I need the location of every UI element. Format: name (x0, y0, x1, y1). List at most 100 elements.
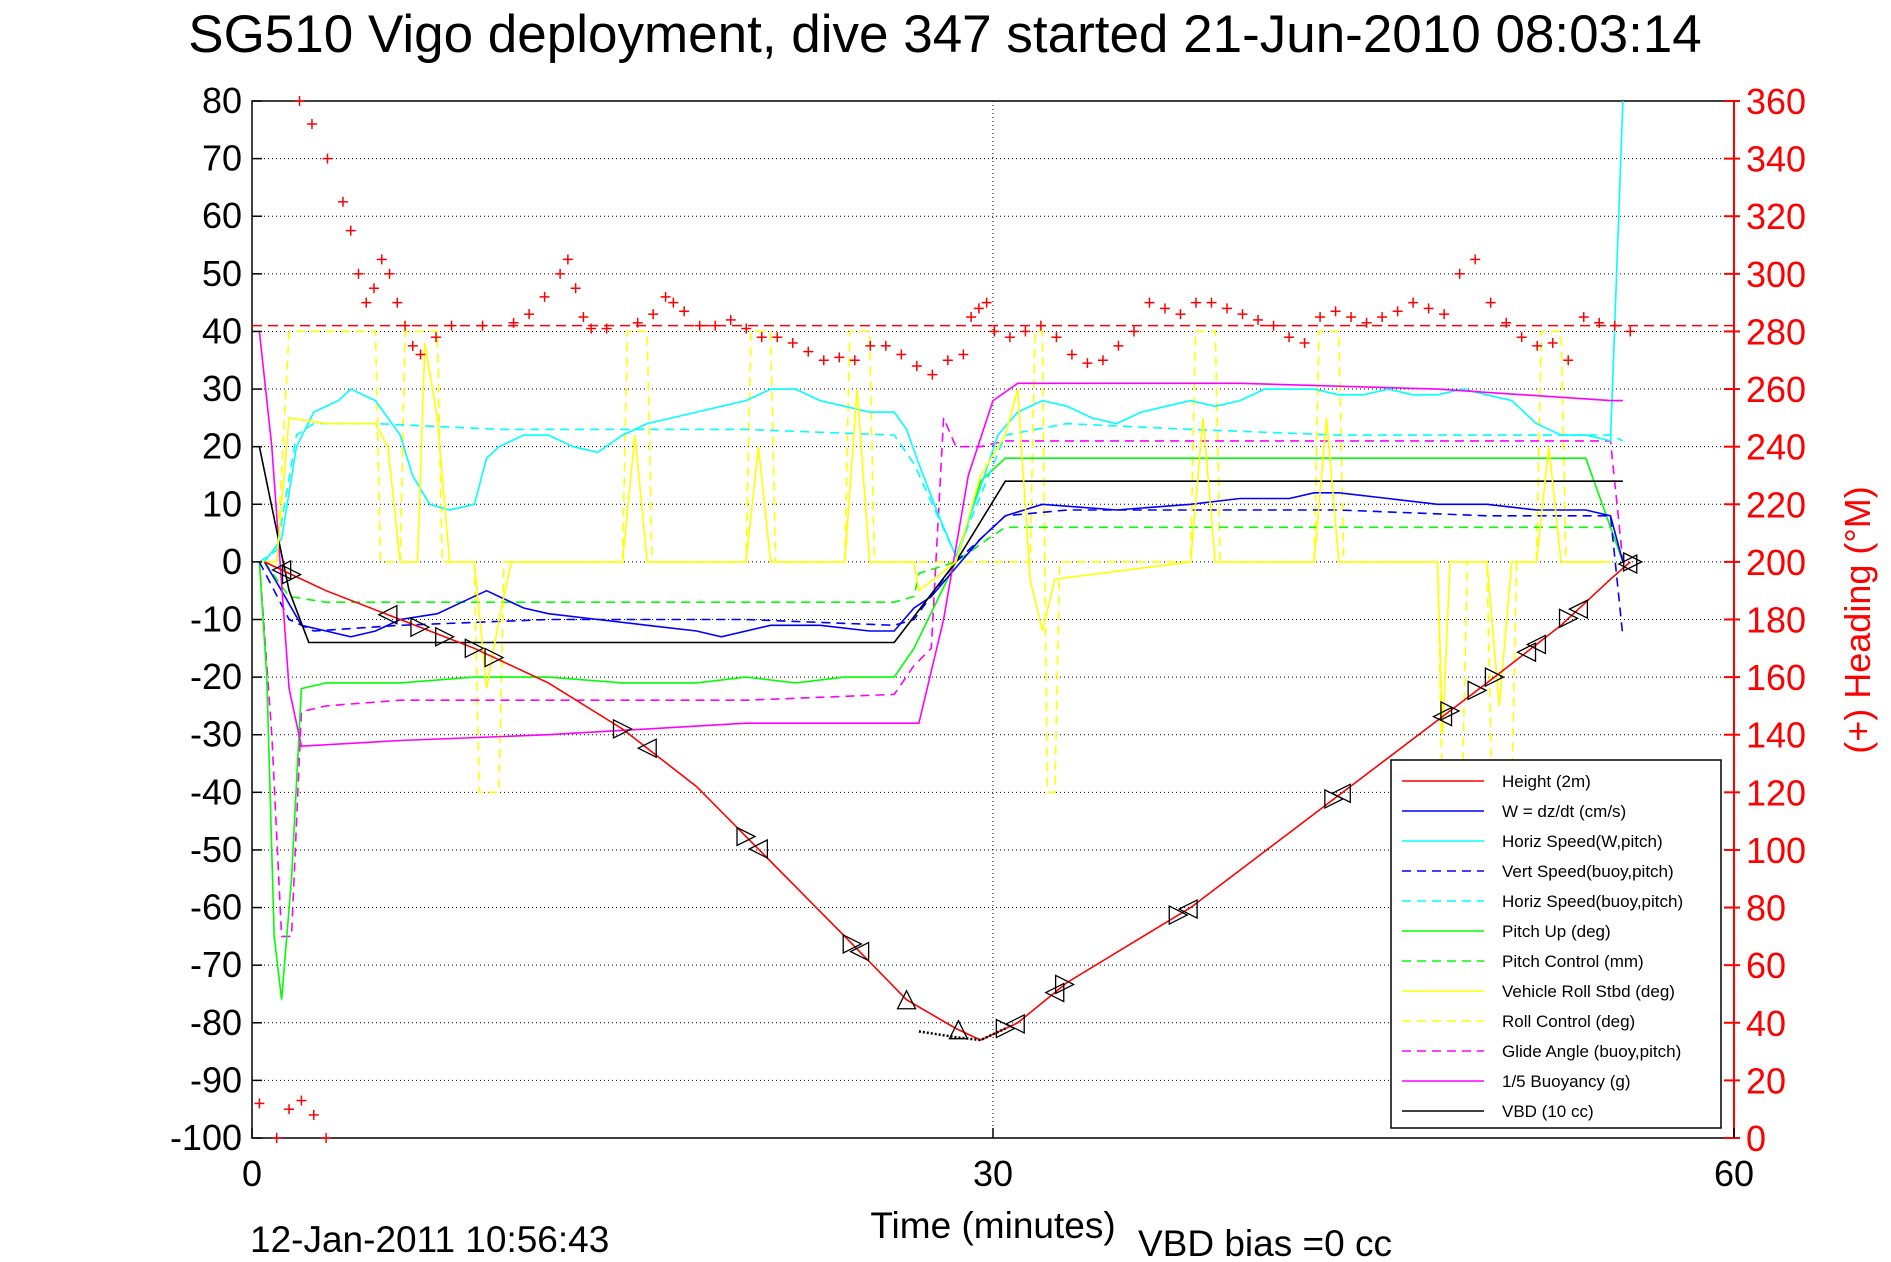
heading-marker (345, 225, 356, 236)
y2-tick-label: 260 (1746, 369, 1806, 410)
gc-marker (1558, 608, 1579, 629)
heading-marker (660, 291, 671, 302)
heading-marker (1454, 268, 1465, 279)
heading-marker (849, 355, 860, 366)
heading-marker (508, 317, 519, 328)
y2-tick-label: 140 (1746, 715, 1806, 756)
heading-marker (1190, 297, 1201, 308)
gc-marker (1623, 551, 1644, 572)
y-tick-label: 70 (202, 138, 242, 179)
x-tick-label: 30 (973, 1153, 1013, 1194)
heading-marker (1609, 320, 1620, 331)
legend-label-2: Horiz Speed(W,pitch) (1502, 832, 1663, 851)
series-line-5 (258, 457, 1624, 1000)
heading-marker (1563, 355, 1574, 366)
heading-marker (989, 326, 1000, 337)
heading-marker (1361, 317, 1372, 328)
heading-marker (254, 1098, 265, 1109)
heading-marker (632, 317, 643, 328)
series-line-6 (263, 526, 1611, 604)
legend-label-4: Horiz Speed(buoy,pitch) (1502, 892, 1683, 911)
x-tick-label: 60 (1714, 1153, 1754, 1194)
legend-box (1390, 759, 1722, 1129)
heading-marker (1206, 297, 1217, 308)
heading-marker (741, 323, 752, 334)
heading-marker (1315, 312, 1326, 323)
gc-marker (281, 564, 302, 585)
y2-tick-label: 340 (1746, 139, 1806, 180)
x-axis-label: Time (minutes) (870, 1205, 1115, 1246)
heading-marker (1175, 309, 1186, 320)
heading-marker (818, 355, 829, 366)
heading-marker (880, 340, 891, 351)
y-tick-label: 60 (202, 195, 242, 236)
heading-marker (1097, 355, 1108, 366)
marker-layer (271, 551, 1644, 1042)
heading-marker (772, 332, 783, 343)
heading-marker (1485, 297, 1496, 308)
y-tick-label: -80 (190, 1002, 242, 1043)
heading-marker (322, 153, 333, 164)
legend-label-11: VBD (10 cc) (1502, 1102, 1594, 1121)
heading-marker (477, 320, 488, 331)
heading-marker (942, 355, 953, 366)
heading-marker (981, 297, 992, 308)
y2-tick-label: 20 (1746, 1060, 1786, 1101)
y-tick-label: -50 (190, 829, 242, 870)
gc-marker (1330, 783, 1351, 804)
gc-marker (1177, 899, 1198, 920)
heading-marker (578, 312, 589, 323)
y2-tick-label: 360 (1746, 81, 1806, 122)
x-tick-label: 0 (242, 1153, 262, 1194)
gc-marker (1516, 642, 1537, 663)
heading-marker (296, 1095, 307, 1106)
y2-tick-label: 0 (1746, 1118, 1766, 1159)
right-axis-label: (+) Heading (°M) (1837, 486, 1878, 753)
heading-marker (1020, 326, 1031, 337)
y2-tick-label: 180 (1746, 600, 1806, 641)
gc-marker (747, 838, 768, 860)
heading-marker (1222, 303, 1233, 314)
y2-tick-label: 220 (1746, 484, 1806, 525)
heading-marker (725, 314, 736, 325)
heading-marker (361, 297, 372, 308)
heading-marker (710, 320, 721, 331)
heading-marker (407, 340, 418, 351)
heading-marker (1159, 303, 1170, 314)
gc-marker (1044, 982, 1065, 1003)
heading-marker (694, 320, 705, 331)
series-line-7 (259, 342, 1611, 735)
y2-tick-label: 160 (1746, 657, 1806, 698)
heading-marker (1423, 303, 1434, 314)
series-line-1 (263, 491, 1624, 638)
gc-marker (464, 638, 485, 659)
heading-marker (1408, 297, 1419, 308)
heading-marker (668, 297, 679, 308)
legend-label-8: Roll Control (deg) (1502, 1012, 1635, 1031)
y-tick-label: -70 (190, 944, 242, 985)
heading-marker (803, 346, 814, 357)
legend-label-9: Glide Angle (buoy,pitch) (1502, 1042, 1681, 1061)
series-line-2 (263, 100, 1624, 563)
heading-marker (306, 119, 317, 130)
y2-tick-label: 80 (1746, 888, 1786, 929)
heading-marker (400, 320, 411, 331)
y-tick-label: 10 (202, 483, 242, 524)
y-tick-label: 0 (222, 541, 242, 582)
heading-marker (271, 1133, 282, 1143)
heading-marker (1268, 320, 1279, 331)
grid-lines (252, 100, 1734, 1139)
series-line-9 (258, 417, 1624, 938)
heading-marker (1516, 332, 1527, 343)
heading-marker (392, 297, 403, 308)
heading-marker (648, 309, 659, 320)
gc-marker (896, 989, 917, 1010)
heading-marker (1082, 358, 1093, 369)
heading-marker (562, 254, 573, 265)
heading-marker (570, 283, 581, 294)
heading-marker (586, 323, 597, 334)
right-axis: 3603403203002802602402202001801601401201… (1724, 81, 1806, 1159)
heading-marker (1051, 332, 1062, 343)
y2-tick-label: 300 (1746, 254, 1806, 295)
heading-marker (1113, 340, 1124, 351)
